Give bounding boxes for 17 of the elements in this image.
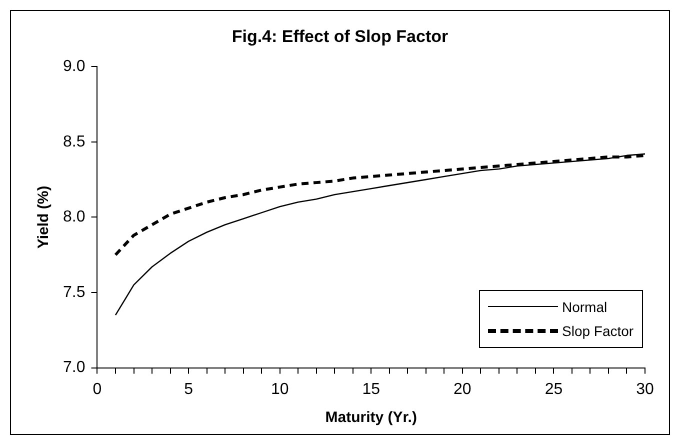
x-tick-label: 20 bbox=[454, 380, 472, 398]
y-tick-label: 7.0 bbox=[62, 359, 86, 376]
x-tick-label: 5 bbox=[184, 380, 194, 398]
x-tick-label: 25 bbox=[544, 380, 563, 398]
chart-title: Fig.4: Effect of Slop Factor bbox=[230, 27, 450, 47]
legend-label: Normal bbox=[562, 298, 608, 315]
y-tick-label: 9.0 bbox=[62, 58, 86, 76]
y-tick-label: 7.5 bbox=[62, 284, 86, 301]
x-tick-label: 15 bbox=[362, 380, 380, 398]
x-tick-label: 30 bbox=[636, 380, 654, 398]
y-axis-title: Yield (%) bbox=[35, 186, 52, 249]
x-tick-label: 0 bbox=[92, 380, 102, 398]
x-axis-title: Maturity (Yr.) bbox=[325, 409, 417, 426]
y-tick-label: 8.0 bbox=[62, 208, 86, 226]
y-tick-label: 8.5 bbox=[62, 133, 86, 150]
x-tick-label: 10 bbox=[270, 380, 289, 398]
legend-label: Slop Factor bbox=[562, 322, 634, 339]
